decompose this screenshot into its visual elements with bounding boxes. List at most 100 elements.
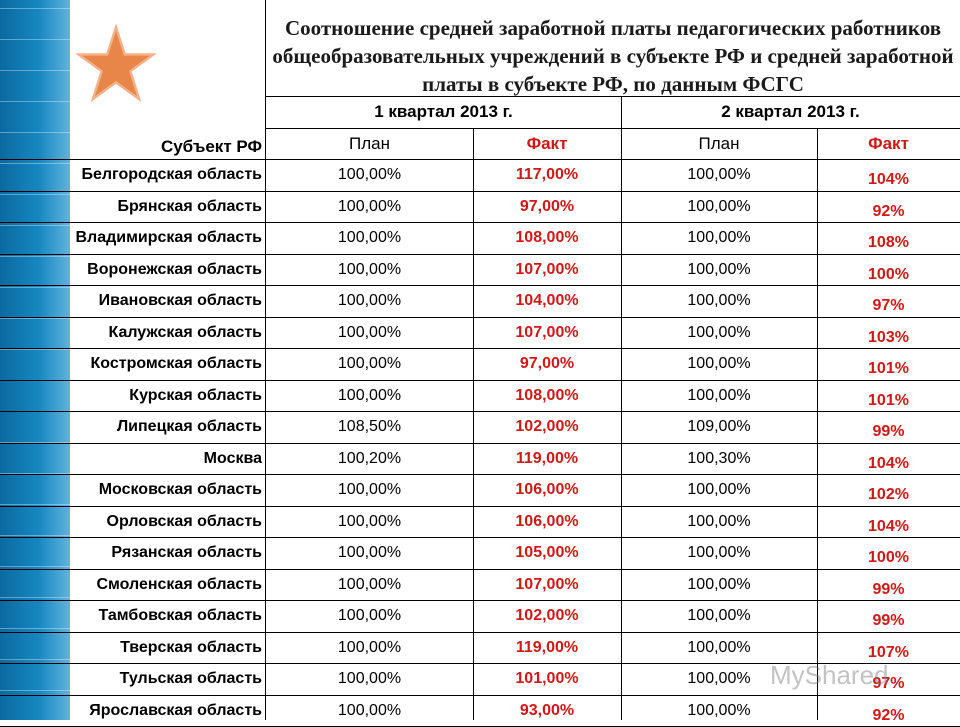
q2-fact-value: 104% [868,171,909,188]
q2-plan-value: 100,00% [687,702,751,719]
q2-plan-value: 100,00% [687,387,751,404]
q2-plan-value: 100,00% [687,292,751,309]
q1-fact-value: 102,00% [515,418,579,435]
sidebar-strip [0,163,70,164]
q2-fact-value: 104% [868,518,909,535]
q2-plan-value: 100,00% [687,607,751,624]
sidebar-strip [0,8,70,9]
q2-plan-value: 100,00% [687,229,751,246]
q2-fact-value: 100% [868,266,909,283]
q1-fact-value: 93,00% [519,702,575,719]
q2-fact-header: Факт [868,133,909,153]
grid-hline [0,569,960,570]
q2-plan-value: 100,00% [687,166,751,183]
sidebar-strip [0,101,70,102]
q2-plan-value: 109,00% [687,418,751,435]
sidebar-strip [0,566,70,567]
sidebar-strip [0,597,70,598]
sidebar-strip [0,318,70,319]
grid-hline [0,506,960,507]
grid-hline [0,254,960,255]
sidebar-strip [0,628,70,629]
q1-fact-value: 119,00% [515,639,579,656]
region-header: Субъект РФ [160,137,262,156]
q2-fact-value: 97% [872,675,905,692]
q2-plan-value: 100,00% [687,198,751,215]
region-name: Ивановская область [98,292,262,309]
region-name: Смоленская область [96,576,262,593]
sidebar-strip [0,256,70,257]
grid-hline [0,600,960,601]
q1-fact-value: 105,00% [515,544,579,561]
grid-hline [0,411,960,412]
q2-plan-value: 100,00% [687,481,751,498]
q1-plan-value: 100,00% [337,292,402,309]
region-name: Ярославская область [89,702,262,719]
q2-plan-value: 100,00% [687,261,751,278]
q1-plan-value: 100,00% [337,481,402,498]
q1-fact-value: 97,00% [519,198,575,215]
grid-vline [265,0,266,720]
q2-plan-header: План [698,133,740,153]
q2-plan-value: 100,00% [687,513,751,530]
grid-hline [0,191,960,192]
q2-plan-value: 100,00% [687,576,751,593]
q2-fact-value: 92% [872,203,905,220]
q1-header: 1 квартал 2013 г. [374,102,513,121]
q2-plan-value: 100,00% [687,670,751,687]
q1-fact-value: 106,00% [515,513,579,530]
q1-fact-value: 108,00% [515,229,579,246]
q1-plan-value: 100,00% [337,544,402,561]
grid-hline [0,348,960,349]
q2-plan-value: 100,00% [687,544,751,561]
grid-hline [0,285,960,286]
q1-fact-value: 97,00% [519,355,575,372]
q1-plan-value: 100,00% [337,198,402,215]
grid-hline [0,317,960,318]
q2-plan-value: 100,30% [687,450,751,467]
q1-fact-value: 119,00% [515,450,579,467]
q1-fact-value: 107,00% [515,261,579,278]
q2-fact-value: 101% [868,392,909,409]
q2-plan-value: 100,00% [687,639,751,656]
region-name: Липецкая область [116,418,262,435]
grid-hline [0,632,960,633]
q1-plan-value: 100,20% [337,450,402,467]
q1-plan-value: 100,00% [337,702,402,719]
q2-header: 2 квартал 2013 г. [721,102,860,121]
sidebar-strip [0,225,70,226]
region-name: Орловская область [106,513,262,530]
grid-vline [473,128,474,720]
q2-fact-value: 101% [868,360,909,377]
sidebar-strip [0,194,70,195]
region-name: Тульская область [119,670,262,687]
sidebar-strip [0,473,70,474]
q2-fact-value: 97% [872,297,905,314]
q1-plan-value: 100,00% [337,166,402,183]
q2-fact-value: 103% [868,329,909,346]
q2-fact-value: 99% [872,423,905,440]
q2-plan-value: 100,00% [687,324,751,341]
region-name: Белгородская область [81,166,262,183]
q1-fact-value: 101,00% [515,670,579,687]
grid-vline [621,96,622,720]
q2-fact-value: 102% [868,486,909,503]
q1-plan-header: План [349,133,390,153]
q2-plan-value: 100,00% [687,355,751,372]
q1-fact-value: 102,00% [515,607,579,624]
grid-hline [0,159,960,160]
q1-plan-value: 100,00% [337,261,402,278]
q2-fact-value: 99% [872,581,905,598]
q1-plan-value: 100,00% [337,670,402,687]
grid-hline [0,380,960,381]
grid-vline [817,128,818,720]
q1-plan-value: 100,00% [337,229,402,246]
q1-plan-value: 108,50% [337,418,402,435]
sidebar-strip [0,132,70,133]
grid-hline [0,222,960,223]
region-name: Курская область [129,387,262,404]
grid-hline [0,537,960,538]
q2-fact-value: 92% [872,707,905,724]
q2-fact-value: 100% [868,549,909,566]
region-name: Калужская область [108,324,262,341]
